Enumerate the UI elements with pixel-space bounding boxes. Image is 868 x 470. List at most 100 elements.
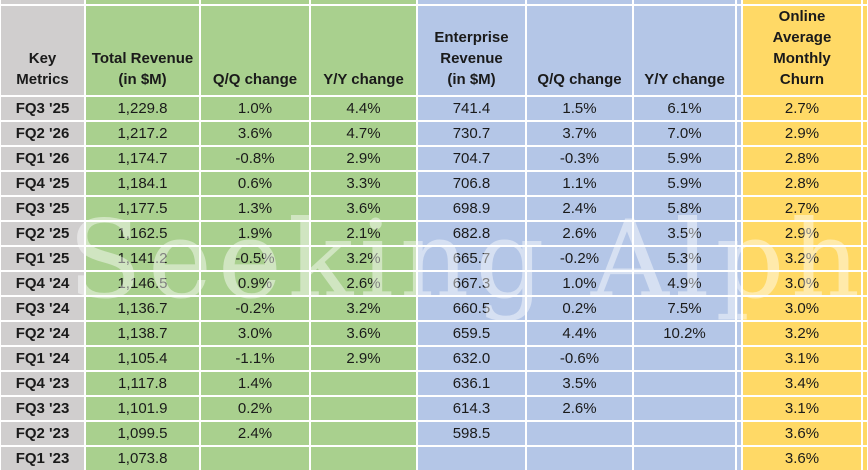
- cell-enterprise-yy-change: 5.9%: [633, 146, 736, 171]
- cell-total-qq-change: [200, 446, 310, 470]
- cell-total-revenue: 1,177.5: [85, 196, 200, 221]
- cell-total-yy-change: [310, 371, 417, 396]
- cell-enterprise-revenue: 598.5: [417, 421, 526, 446]
- cell-total-revenue: 1,105.4: [85, 346, 200, 371]
- row-label-quarter: FQ2 '23: [0, 421, 85, 446]
- col-header-online-churn: Online Average Monthly Churn: [742, 5, 862, 96]
- row-label-quarter: FQ1 '25: [0, 246, 85, 271]
- partial-cell: [862, 371, 868, 396]
- col-header-total-yy-change: Y/Y change: [310, 5, 417, 96]
- cell-total-revenue: 1,141.2: [85, 246, 200, 271]
- cell-enterprise-yy-change: 5.9%: [633, 171, 736, 196]
- partial-cell: [633, 0, 736, 5]
- spacer-cell: [736, 346, 742, 371]
- cell-total-qq-change: 0.9%: [200, 271, 310, 296]
- col-header-enterprise-qq-change: Q/Q change: [526, 5, 633, 96]
- partial-cell: [862, 321, 868, 346]
- cell-enterprise-yy-change: 10.2%: [633, 321, 736, 346]
- partial-cell: [862, 421, 868, 446]
- cell-enterprise-revenue: 632.0: [417, 346, 526, 371]
- cell-total-yy-change: 4.7%: [310, 121, 417, 146]
- cell-total-qq-change: 3.6%: [200, 121, 310, 146]
- partial-cell: [85, 0, 200, 5]
- col-header-enterprise-yy-change: Y/Y change: [633, 5, 736, 96]
- table-row: FQ1 '25 1,141.2 -0.5% 3.2% 665.7 -0.2% 5…: [0, 246, 868, 271]
- cell-online-churn: 3.1%: [742, 346, 862, 371]
- cell-enterprise-qq-change: [526, 421, 633, 446]
- partial-column-header: [862, 5, 868, 96]
- spacer-cell: [736, 396, 742, 421]
- cell-total-qq-change: 3.0%: [200, 321, 310, 346]
- cell-total-qq-change: 0.6%: [200, 171, 310, 196]
- cell-enterprise-qq-change: 4.4%: [526, 321, 633, 346]
- partial-cell: [862, 346, 868, 371]
- row-label-quarter: FQ4 '23: [0, 371, 85, 396]
- cell-enterprise-revenue: 682.8: [417, 221, 526, 246]
- spacer-cell: [736, 321, 742, 346]
- col-header-enterprise-revenue: Enterprise Revenue (in $M): [417, 5, 526, 96]
- col-header-total-revenue: Total Revenue (in $M): [85, 5, 200, 96]
- spacer-cell: [736, 271, 742, 296]
- row-label-quarter: FQ2 '26: [0, 121, 85, 146]
- cell-enterprise-yy-change: 4.9%: [633, 271, 736, 296]
- partial-cell: [736, 0, 742, 5]
- partial-cell: [862, 121, 868, 146]
- cell-total-revenue: 1,099.5: [85, 421, 200, 446]
- cell-total-revenue: 1,184.1: [85, 171, 200, 196]
- partial-cell: [862, 221, 868, 246]
- cell-online-churn: 2.9%: [742, 121, 862, 146]
- cell-enterprise-qq-change: -0.2%: [526, 246, 633, 271]
- spacer-cell: [736, 221, 742, 246]
- cell-total-yy-change: 3.6%: [310, 196, 417, 221]
- table-row: FQ1 '23 1,073.8 3.6%: [0, 446, 868, 470]
- cell-enterprise-yy-change: 6.1%: [633, 96, 736, 121]
- cell-enterprise-yy-change: [633, 446, 736, 470]
- partial-cell: [742, 0, 862, 5]
- cell-online-churn: 2.7%: [742, 196, 862, 221]
- cell-enterprise-revenue: 730.7: [417, 121, 526, 146]
- cell-total-revenue: 1,174.7: [85, 146, 200, 171]
- cell-total-yy-change: 2.1%: [310, 221, 417, 246]
- cell-total-revenue: 1,138.7: [85, 321, 200, 346]
- col-header-total-qq-change: Q/Q change: [200, 5, 310, 96]
- cell-enterprise-qq-change: 1.1%: [526, 171, 633, 196]
- partial-cell: [862, 196, 868, 221]
- cell-total-yy-change: [310, 396, 417, 421]
- row-label-quarter: FQ3 '24: [0, 296, 85, 321]
- row-label-quarter: FQ3 '25: [0, 96, 85, 121]
- cell-total-qq-change: 1.9%: [200, 221, 310, 246]
- row-label-quarter: FQ2 '25: [0, 221, 85, 246]
- partial-cell: [310, 0, 417, 5]
- cell-enterprise-yy-change: [633, 346, 736, 371]
- cell-total-revenue: 1,146.5: [85, 271, 200, 296]
- row-label-quarter: FQ1 '23: [0, 446, 85, 470]
- cell-total-yy-change: 3.3%: [310, 171, 417, 196]
- partial-cell: [862, 446, 868, 470]
- cell-enterprise-yy-change: 3.5%: [633, 221, 736, 246]
- cell-total-revenue: 1,073.8: [85, 446, 200, 470]
- cell-total-yy-change: 4.4%: [310, 96, 417, 121]
- cell-total-revenue: 1,136.7: [85, 296, 200, 321]
- table-row: FQ4 '23 1,117.8 1.4% 636.1 3.5% 3.4%: [0, 371, 868, 396]
- spacer-cell: [736, 246, 742, 271]
- cell-total-qq-change: -0.8%: [200, 146, 310, 171]
- cell-enterprise-yy-change: [633, 371, 736, 396]
- cell-total-qq-change: -0.2%: [200, 296, 310, 321]
- cell-online-churn: 2.8%: [742, 146, 862, 171]
- table-row: FQ4 '25 1,184.1 0.6% 3.3% 706.8 1.1% 5.9…: [0, 171, 868, 196]
- cell-enterprise-revenue: 667.3: [417, 271, 526, 296]
- cell-enterprise-qq-change: 2.4%: [526, 196, 633, 221]
- partial-cell: [862, 96, 868, 121]
- cell-online-churn: 3.0%: [742, 271, 862, 296]
- partial-cell: [862, 296, 868, 321]
- cell-enterprise-revenue: 741.4: [417, 96, 526, 121]
- cell-total-revenue: 1,101.9: [85, 396, 200, 421]
- cell-online-churn: 3.6%: [742, 446, 862, 470]
- cell-total-yy-change: 3.2%: [310, 246, 417, 271]
- table-body: FQ3 '25 1,229.8 1.0% 4.4% 741.4 1.5% 6.1…: [0, 96, 868, 470]
- cell-enterprise-revenue: 660.5: [417, 296, 526, 321]
- cell-total-yy-change: 3.2%: [310, 296, 417, 321]
- cell-total-yy-change: 2.9%: [310, 146, 417, 171]
- partial-cell: [862, 271, 868, 296]
